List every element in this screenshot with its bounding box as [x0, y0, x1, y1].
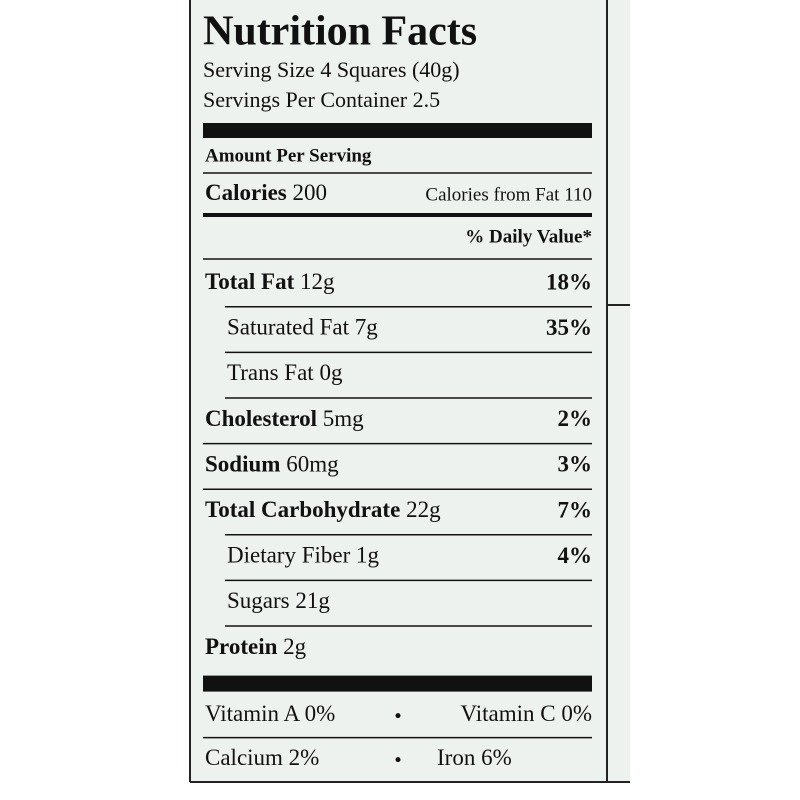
label-panel: [190, 0, 630, 782]
nutrient: Sodium 60mg: [205, 452, 339, 477]
nutrient-amount: 12g: [300, 269, 335, 294]
vitamin: Vitamin C 0%: [461, 701, 593, 726]
nutrient-name: Trans Fat: [227, 360, 314, 385]
medium-rule: [203, 213, 592, 217]
sub-nutrient: Trans Fat 0g: [227, 360, 343, 385]
nutrient-amount: 21g: [295, 588, 330, 613]
nutrient: Total Carbohydrate 22g: [205, 497, 441, 522]
nutrient-name: Saturated Fat: [227, 315, 350, 340]
sub-nutrient: Dietary Fiber 1g: [227, 543, 380, 568]
calories-label: Calories: [205, 180, 287, 205]
thick-rule: [203, 123, 592, 138]
calories-from-fat: Calories from Fat 110: [425, 184, 592, 205]
daily-value: 3%: [558, 452, 593, 477]
nutrient-name: Dietary Fiber: [227, 543, 351, 568]
daily-value: 7%: [558, 497, 593, 522]
nutrient-amount: 0g: [319, 360, 343, 385]
daily-value-header: % Daily Value*: [465, 226, 592, 247]
nutrient-amount: 2g: [283, 634, 307, 659]
nutrient-name: Total Fat: [205, 269, 295, 294]
nutrient-name: Sugars: [227, 588, 290, 613]
vitamin: Iron 6%: [437, 745, 512, 770]
nutrient-amount: 5mg: [323, 406, 364, 431]
amount-per-serving: Amount Per Serving: [205, 145, 372, 166]
nutrient: Cholesterol 5mg: [205, 406, 364, 431]
sub-nutrient: Saturated Fat 7g: [227, 315, 378, 340]
nutrient-amount: 1g: [356, 543, 380, 568]
nutrient-amount: 60mg: [286, 452, 339, 477]
bullet: [395, 713, 401, 719]
nutrient-name: Sodium: [205, 452, 280, 477]
calories-amount: 200: [293, 180, 328, 205]
vitamin: Calcium 2%: [205, 745, 319, 770]
bullet: [395, 757, 401, 763]
servings-per-container: Servings Per Container 2.5: [203, 87, 440, 112]
vitamin: Vitamin A 0%: [205, 701, 335, 726]
nutrient-name: Protein: [205, 634, 278, 659]
nutrient: Total Fat 12g: [205, 269, 335, 294]
nutrient-amount: 7g: [355, 315, 379, 340]
nutrient-amount: 22g: [406, 497, 441, 522]
daily-value: 18%: [546, 269, 592, 294]
daily-value: 4%: [558, 543, 593, 568]
sub-nutrient: Sugars 21g: [227, 588, 330, 613]
daily-value: 2%: [558, 406, 593, 431]
thick-rule: [203, 675, 592, 692]
nutrient-name: Cholesterol: [205, 406, 317, 431]
nutrient-name: Total Carbohydrate: [205, 497, 400, 522]
nutrient-rows: Total Fat 12g 18% Saturated Fat 7g 35% Trans…: [203, 269, 592, 770]
calories: Calories 200: [205, 180, 327, 205]
nutrient: Protein 2g: [205, 634, 307, 659]
title: Nutrition Facts: [203, 9, 477, 55]
daily-value: 35%: [546, 315, 592, 340]
serving-size: Serving Size 4 Squares (40g): [203, 57, 460, 82]
